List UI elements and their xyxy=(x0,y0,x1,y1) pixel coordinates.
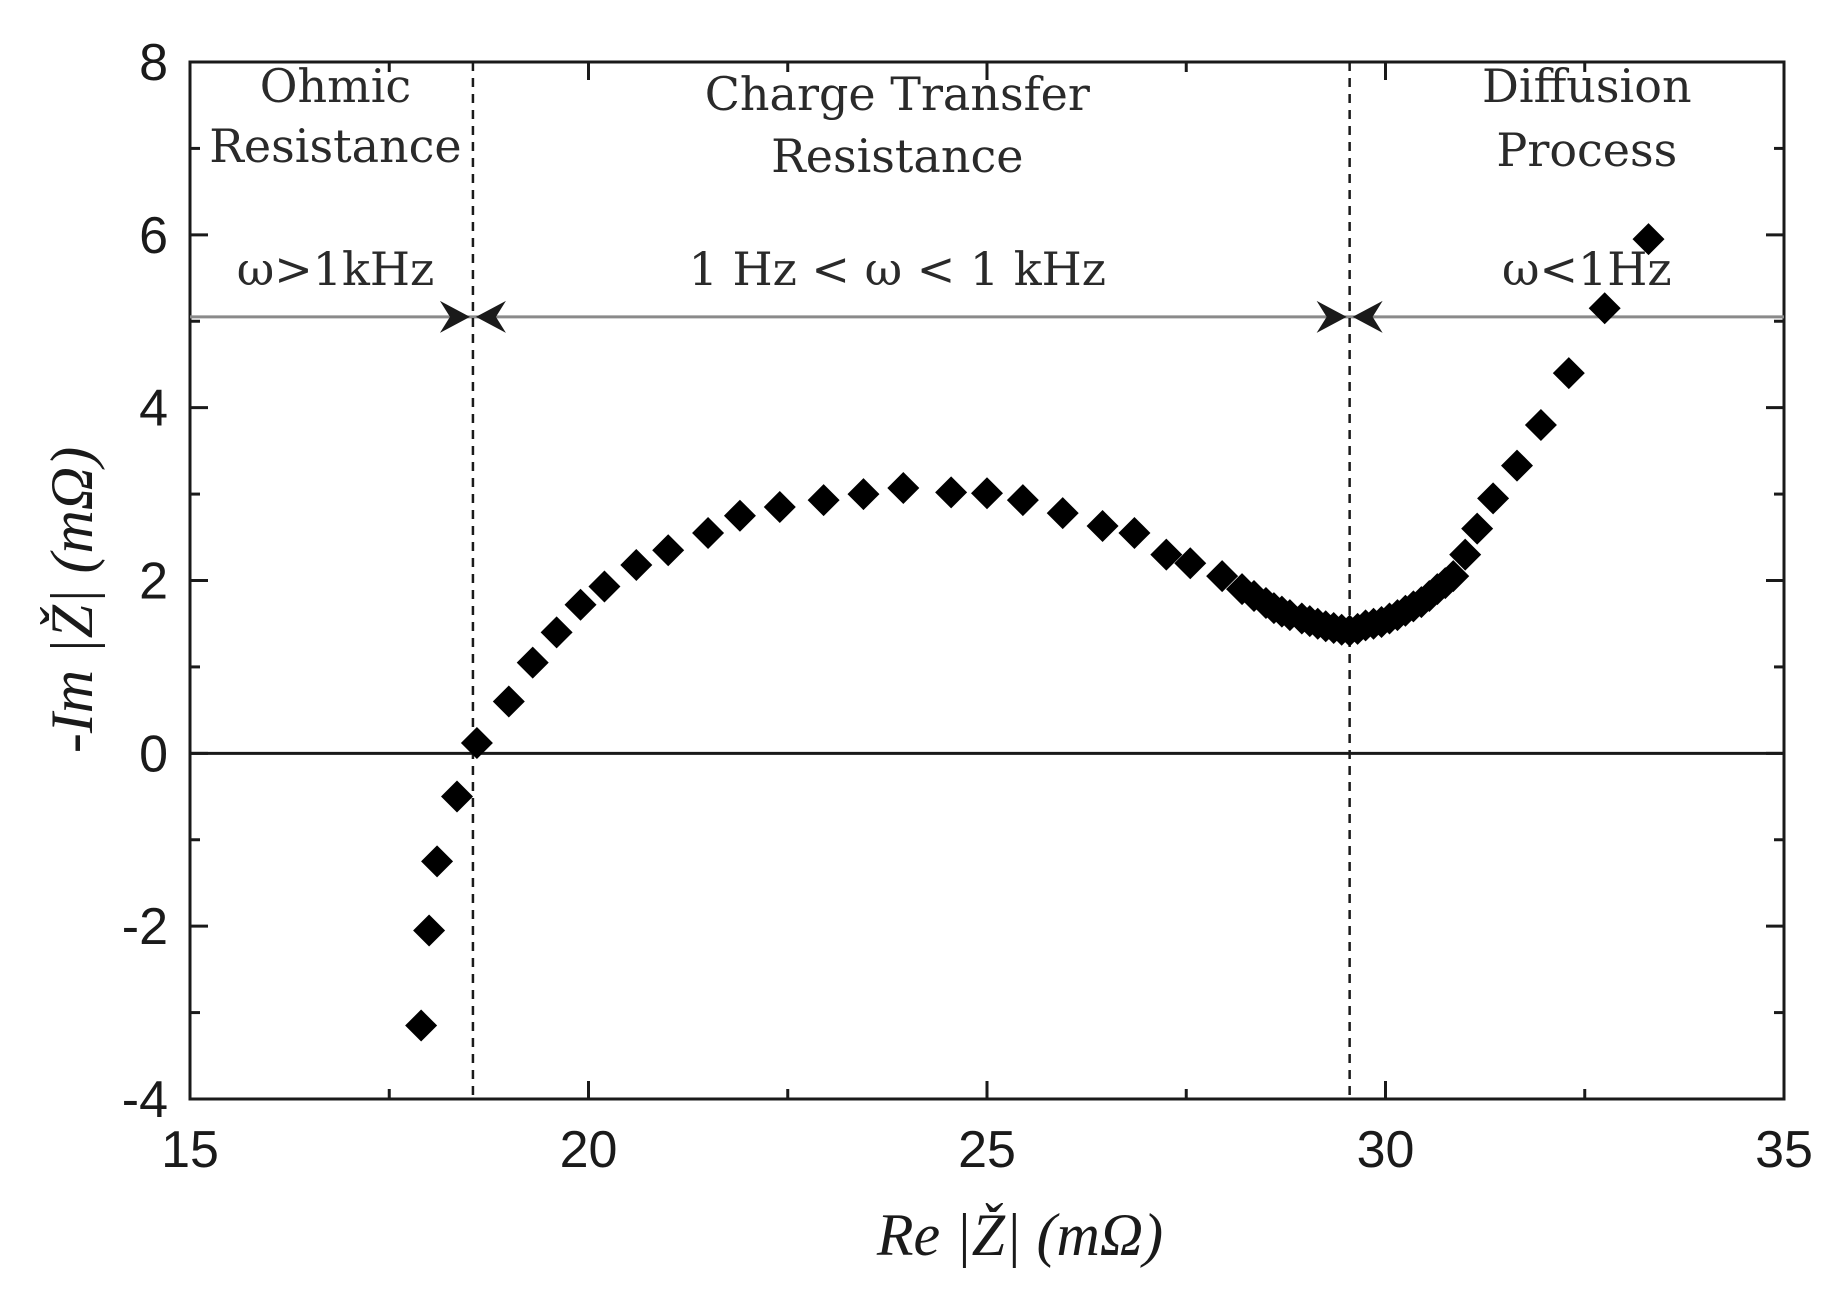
region-labels: Ohmic Resistance ω>1kHz Charge Transfer Resi… xyxy=(209,59,1691,296)
data-point xyxy=(1206,560,1239,593)
data-point xyxy=(763,491,796,524)
data-point xyxy=(1501,449,1534,482)
arrowhead-right xyxy=(439,300,470,333)
axis-tick-labels: 15 20 25 30 35 -4 -2 0 2 4 6 8 xyxy=(122,34,1813,1179)
data-point xyxy=(1632,223,1665,256)
data-point xyxy=(1449,538,1482,571)
arrowhead-left xyxy=(1352,300,1383,333)
x-tick-label: 15 xyxy=(161,1121,219,1179)
charge-transfer-frequency-label: 1 Hz < ω < 1 kHz xyxy=(689,242,1106,296)
y-tick-label: 4 xyxy=(139,380,168,438)
data-point xyxy=(564,588,597,621)
y-tick-label: 6 xyxy=(139,207,168,265)
data-point xyxy=(540,616,573,649)
y-tick-label: 2 xyxy=(139,553,168,611)
data-point xyxy=(1174,547,1207,580)
data-point xyxy=(723,499,756,532)
charge-transfer-title-line-1: Charge Transfer xyxy=(705,67,1090,121)
data-point xyxy=(1150,538,1183,571)
data-point xyxy=(421,845,454,878)
data-point xyxy=(887,472,920,505)
y-tick-label: -4 xyxy=(122,1071,168,1129)
data-point xyxy=(1552,357,1585,390)
data-point xyxy=(413,914,446,947)
data-point xyxy=(460,726,493,759)
x-tick-label: 35 xyxy=(1755,1121,1813,1179)
data-point xyxy=(692,516,725,549)
x-axis-title: Re |Ž| (mΩ) xyxy=(876,1202,1163,1268)
data-point xyxy=(440,780,473,813)
diffusion-frequency-label: ω<1Hz xyxy=(1502,242,1672,296)
data-point xyxy=(588,570,621,603)
data-point xyxy=(1524,408,1557,441)
arrowhead-left xyxy=(475,300,506,333)
data-point xyxy=(492,685,525,718)
data-point xyxy=(971,477,1003,510)
y-tick-label: -2 xyxy=(122,898,168,956)
x-tick-label: 20 xyxy=(560,1121,618,1179)
charge-transfer-title-line-2: Resistance xyxy=(771,129,1023,183)
data-point xyxy=(847,478,880,511)
data-point xyxy=(1588,292,1621,325)
axis-ticks xyxy=(188,60,1786,1101)
x-tick-label: 25 xyxy=(958,1121,1016,1179)
data-point xyxy=(1006,484,1039,517)
data-point xyxy=(1046,497,1079,530)
x-tick-label: 30 xyxy=(1357,1121,1415,1179)
data-point xyxy=(1086,510,1119,543)
data-point xyxy=(935,476,968,509)
data-point xyxy=(652,534,685,567)
data-point xyxy=(620,548,653,581)
data-point xyxy=(1437,560,1470,593)
arrowhead-right xyxy=(1316,300,1347,333)
diffusion-title-line-1: Diffusion xyxy=(1482,59,1692,113)
y-tick-label: 8 xyxy=(139,34,168,92)
data-point xyxy=(1118,516,1151,549)
y-tick-label: 0 xyxy=(139,725,168,783)
ohmic-title-line-2: Resistance xyxy=(209,119,461,173)
data-point xyxy=(1477,482,1510,515)
y-axis-title: -Im |Ž| (mΩ) xyxy=(39,447,105,753)
boundary-arrows xyxy=(439,300,1383,333)
data-point xyxy=(807,484,840,517)
ohmic-title-line-1: Ohmic xyxy=(260,59,411,113)
data-point xyxy=(516,646,549,679)
data-point xyxy=(405,1009,438,1042)
data-point xyxy=(1461,512,1494,545)
data-points xyxy=(405,223,1665,1042)
diffusion-title-line-2: Process xyxy=(1496,123,1677,177)
ohmic-frequency-label: ω>1kHz xyxy=(237,242,435,296)
